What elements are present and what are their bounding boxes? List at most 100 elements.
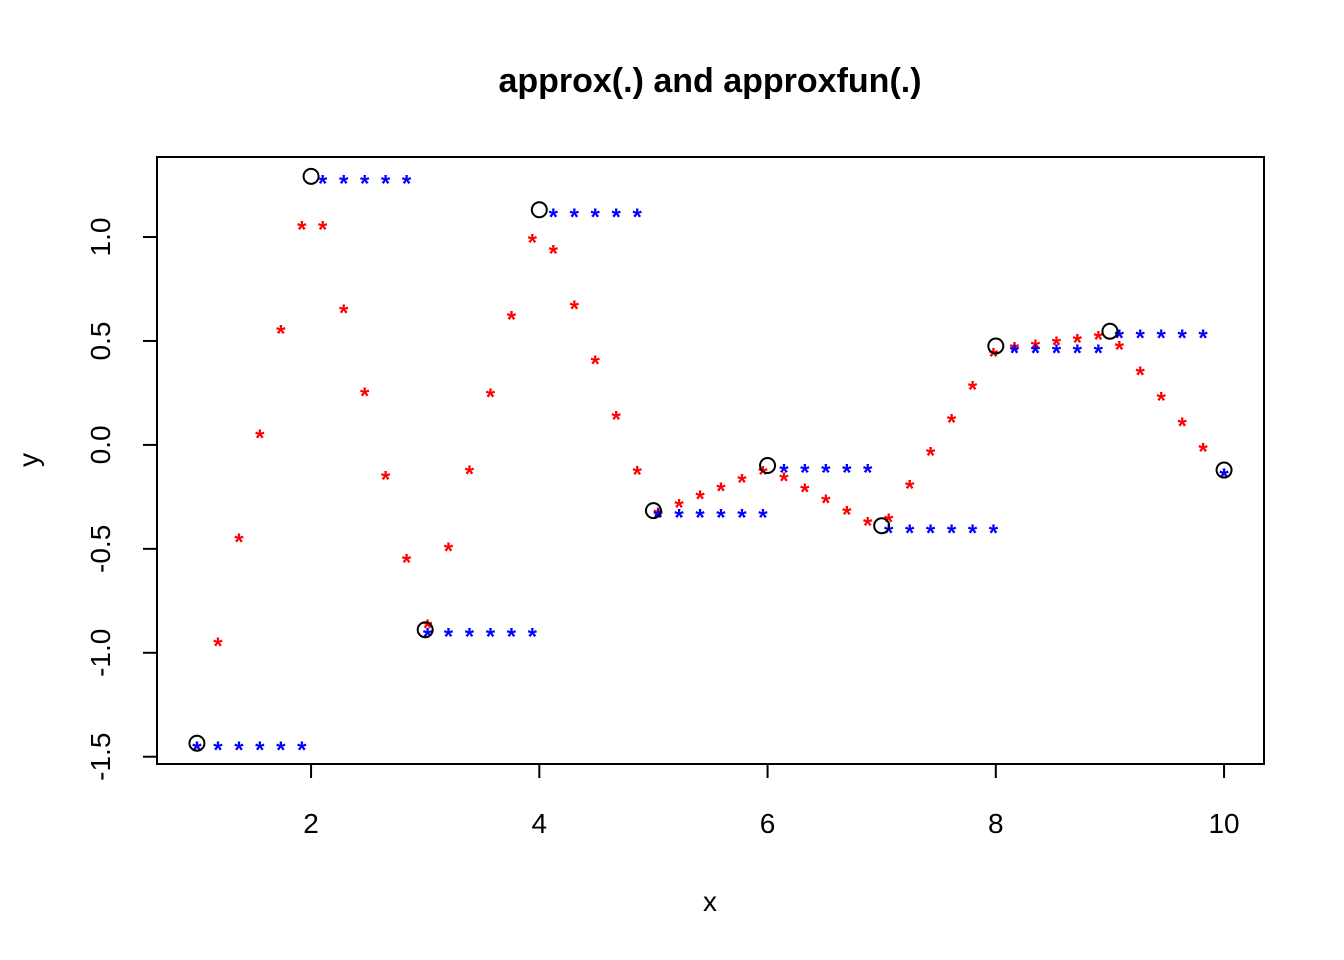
data-marks: * * * * * * * * * * * * * * * * * * * * * * * * * * * * * * * * * * * * * * * *… [188,167,1233,764]
linear-approx-point: * [507,307,517,334]
constant-approx-point: * [653,505,663,532]
data-point [987,337,1005,355]
y-axis-label: y [13,453,44,467]
constant-approx-point: * [570,204,580,231]
x-tick-label: 2 [303,808,319,839]
linear-approx-point: * [528,230,538,257]
constant-approx-point: * [884,520,894,547]
constant-approx-point: * [716,505,726,532]
linear-approx-point: * [800,479,810,506]
linear-approx-point: * [1073,329,1083,356]
constant-approx-point: * [549,204,559,231]
linear-approx-point: * [1031,335,1041,362]
constant-approx-point: * [1094,340,1104,367]
linear-approx-point: * [381,466,391,493]
constant-approx-point: * [1198,325,1208,352]
y-tick-label: -0.5 [85,525,116,573]
linear-approx-point: * [1010,338,1020,365]
linear-approx-point: * [1157,388,1167,415]
data-point [188,734,206,752]
constant-approx-point: * [695,505,705,532]
data-point [644,502,662,520]
y-tick-label: -1.5 [85,733,116,781]
constant-approx-point: * [758,505,768,532]
constant-approx-point: * [1177,325,1187,352]
constant-approx-point: * [297,737,307,764]
chart-title: approx(.) and approxfun(.) [498,62,921,100]
constant-approx-point: * [528,624,538,651]
data-point [873,517,891,535]
y-tick-label: 0.5 [85,322,116,361]
constant-approx-point: * [507,624,517,651]
linear-approx-point: * [695,486,705,513]
constant-approx-point: * [989,520,999,547]
x-axis-label: x [703,886,717,917]
linear-approx-point: * [821,490,831,517]
linear-approx-point: * [444,538,454,565]
linear-approx-point: * [255,425,265,452]
x-tick-label: 8 [988,808,1004,839]
linear-approx-point: * [423,615,433,642]
constant-approx-point: * [1115,325,1125,352]
linear-approx-point: * [1198,439,1208,466]
constant-approx-point: * [465,624,475,651]
linear-approx-point: * [591,351,601,378]
linear-approx-point: * [674,494,684,521]
y-tick-label: -1.0 [85,629,116,677]
constant-approx-point: * [318,170,328,197]
data-point [1215,461,1233,479]
linear-approx-point: * [1052,332,1062,359]
x-tick-label: 10 [1208,808,1239,839]
linear-approx-point: * [570,296,580,323]
linear-approx-point: * [549,241,559,268]
linear-approx-point: * [1177,413,1187,440]
linear-approx-point: * [1115,337,1125,364]
linear-approx-point: * [863,512,873,539]
linear-approx-point: * [779,468,789,495]
constant-approx-point: * [1052,340,1062,367]
data-point [416,621,434,639]
linear-approx-point: * [758,461,768,488]
x-tick-label: 4 [532,808,548,839]
linear-approx-point: * [737,470,747,497]
linear-approx-point: * [632,462,642,489]
linear-approx-point: * [1136,362,1146,389]
x-tick-label: 6 [760,808,776,839]
constant-approx-point: * [234,737,244,764]
linear-approx-point: * [402,550,412,577]
y-tick-label: 1.0 [85,218,116,257]
constant-approx-point: * [926,520,936,547]
constant-approx-point: * [1031,340,1041,367]
constant-approx-point: * [444,624,454,651]
linear-approx-point: * [318,217,328,244]
linear-approx-point: * [234,529,244,556]
constant-approx-point: * [255,737,265,764]
constant-approx-point: * [1157,325,1167,352]
constant-approx-point: * [612,204,622,231]
constant-approx-point: * [381,170,391,197]
constant-approx-point: * [632,204,642,231]
linear-approx-point: * [947,410,957,437]
constant-approx-point: * [402,170,412,197]
constant-approx-point: * [339,170,349,197]
linear-approx-point: * [465,461,475,488]
y-tick-label: 0.0 [85,425,116,464]
constant-approx-point: * [360,170,370,197]
constant-approx-point: * [1136,325,1146,352]
linear-approx-point: * [612,406,622,433]
constant-approx-point: * [779,459,789,486]
constant-approx-point: * [737,505,747,532]
constant-approx-point: * [863,459,873,486]
linear-approx-point: * [276,321,286,348]
linear-approx-point: * [1094,327,1104,354]
constant-approx-point: * [591,204,601,231]
constant-approx-point: * [947,520,957,547]
y-axis: -1.5 -1.0 -0.5 0.0 0.5 1.0 [85,218,158,781]
constant-approx-point: * [800,459,810,486]
constant-approx-point: * [905,520,915,547]
x-axis: 2 4 6 8 10 [303,763,1240,839]
linear-approx-point: * [360,383,370,410]
constant-approx-point: * [674,505,684,532]
linear-approx-point: * [486,384,496,411]
linear-approx-point: * [213,633,223,660]
